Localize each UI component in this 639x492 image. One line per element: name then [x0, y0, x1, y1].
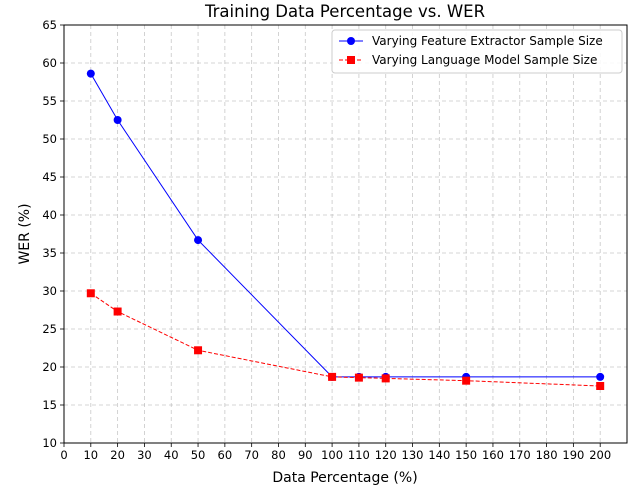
data-point	[113, 116, 122, 124]
chart-title: Training Data Percentage vs. WER	[204, 2, 485, 21]
x-tick-label: 190	[562, 448, 584, 462]
x-tick-label: 160	[482, 448, 504, 462]
data-point	[86, 69, 95, 78]
series-line	[90, 292, 601, 387]
x-tick-label: 40	[164, 448, 179, 462]
x-tick-label: 180	[536, 448, 558, 462]
data-point	[328, 372, 337, 381]
x-tick-label: 200	[589, 448, 611, 462]
data-point	[194, 236, 203, 245]
legend-box	[331, 29, 623, 74]
legend-marker	[347, 56, 355, 64]
legend-label: Varying Language Model Sample Size	[372, 53, 597, 67]
y-tick-label: 60	[42, 56, 57, 70]
x-tick-label: 0	[60, 448, 67, 462]
series-2	[86, 289, 605, 390]
data-point	[596, 372, 605, 381]
x-tick-label: 60	[218, 448, 233, 462]
y-tick-label: 35	[42, 246, 57, 260]
legend-marker	[347, 37, 355, 45]
y-tick-label: 65	[42, 18, 57, 32]
data-point	[354, 373, 363, 382]
x-tick-label: 170	[509, 448, 531, 462]
x-tick-label: 90	[298, 448, 313, 462]
series-line	[90, 73, 601, 378]
grid	[63, 24, 627, 444]
x-tick-label: 150	[455, 448, 477, 462]
y-axis-label: WER (%)	[17, 203, 33, 264]
x-tick-label: 30	[137, 448, 152, 462]
y-tick-label: 40	[42, 208, 57, 222]
legend-label: Varying Feature Extractor Sample Size	[372, 34, 603, 48]
y-tick-label: 10	[42, 436, 57, 450]
x-axis-ticks: 0 10 20 30 40 50 60 70 80 90 100 110 120 130 140 150 160…	[60, 443, 611, 462]
x-tick-label: 80	[271, 448, 286, 462]
x-tick-label: 100	[321, 448, 343, 462]
data-point	[86, 289, 95, 298]
x-tick-label: 20	[110, 448, 125, 462]
data-point	[462, 376, 471, 385]
legend: Varying Feature Extractor Sample Size Var…	[331, 29, 623, 74]
plot-frame	[63, 24, 628, 444]
series-layer	[86, 69, 605, 390]
y-tick-label: 25	[42, 322, 57, 336]
x-tick-label: 140	[428, 448, 450, 462]
y-tick-label: 15	[42, 398, 57, 412]
x-tick-label: 50	[191, 448, 206, 462]
x-tick-label: 110	[348, 448, 370, 462]
data-point	[381, 374, 390, 383]
data-point	[113, 307, 122, 316]
x-tick-label: 10	[83, 448, 98, 462]
y-tick-label: 30	[42, 284, 57, 298]
x-tick-label: 130	[402, 448, 424, 462]
data-point	[596, 382, 605, 390]
y-tick-label: 45	[42, 170, 57, 184]
y-tick-label: 55	[42, 94, 57, 108]
y-axis-ticks: 10 15 20 25 30 35 40 45 50 55 60 65	[42, 18, 64, 450]
x-tick-label: 120	[375, 448, 397, 462]
x-tick-label: 70	[244, 448, 259, 462]
y-tick-label: 50	[42, 132, 57, 146]
x-axis-label: Data Percentage (%)	[272, 470, 417, 486]
data-point	[194, 346, 203, 355]
y-tick-label: 20	[42, 360, 57, 374]
